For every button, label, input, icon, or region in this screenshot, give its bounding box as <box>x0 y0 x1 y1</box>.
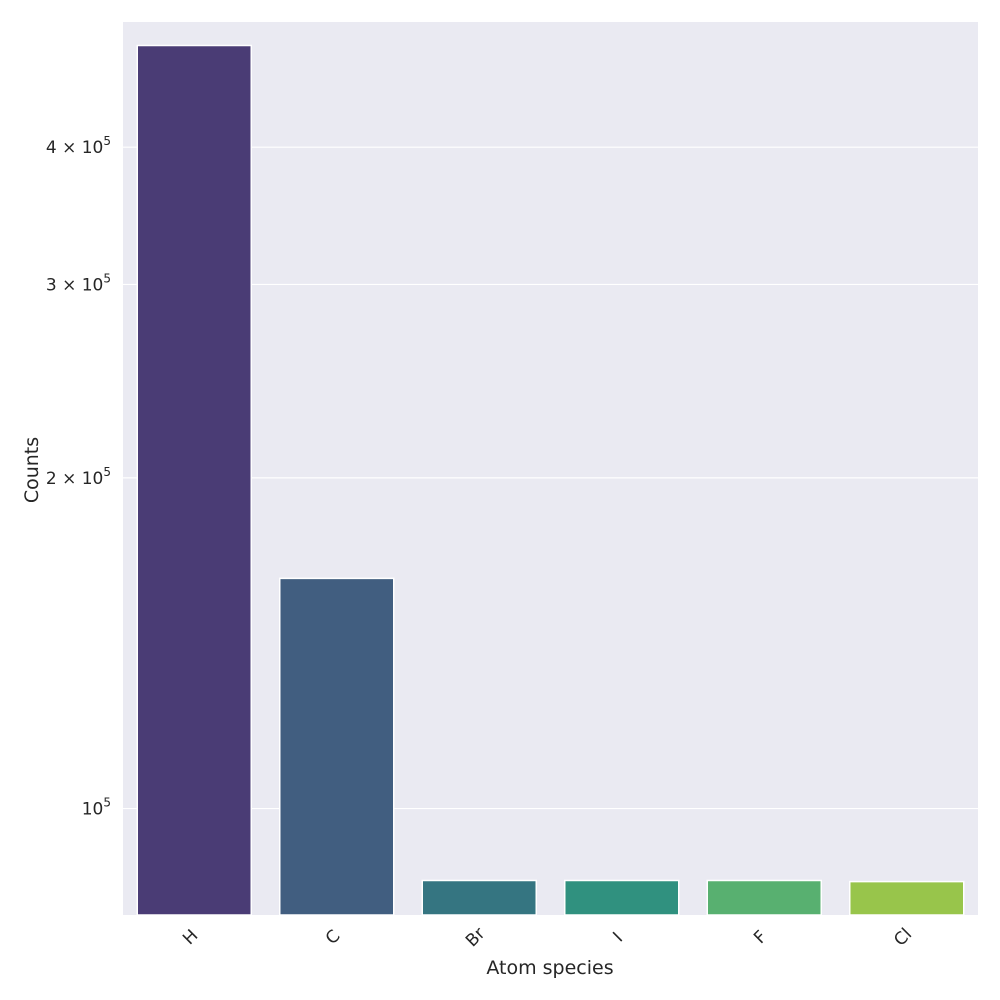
bar-f <box>706 879 822 916</box>
x-axis-label: Atom species <box>486 957 613 979</box>
y-tick-label: 105 <box>82 796 111 820</box>
x-tick-label: Br <box>462 924 489 951</box>
bar-h <box>136 44 252 916</box>
bar-i <box>564 879 680 916</box>
y-tick-label: 2 × 105 <box>46 465 111 489</box>
x-tick-label: Cl <box>890 925 916 951</box>
x-tick-labels: H C Br I F Cl <box>179 924 916 951</box>
x-tick-label: I <box>609 929 627 947</box>
y-tick-labels: 105 2 × 105 3 × 105 4 × 105 <box>46 134 111 819</box>
y-tick-label: 4 × 105 <box>46 134 111 158</box>
x-tick-label: F <box>750 927 771 948</box>
x-tick-label: C <box>322 926 345 949</box>
plot-background <box>123 22 978 915</box>
y-axis-label: Counts <box>21 437 43 503</box>
grid-lines <box>123 146 978 810</box>
y-tick-label: 3 × 105 <box>46 271 111 295</box>
x-tick-label: H <box>179 926 202 949</box>
bar-br <box>421 879 537 916</box>
bars <box>136 44 965 916</box>
bar-cl <box>849 880 965 916</box>
bar-c <box>279 577 395 916</box>
